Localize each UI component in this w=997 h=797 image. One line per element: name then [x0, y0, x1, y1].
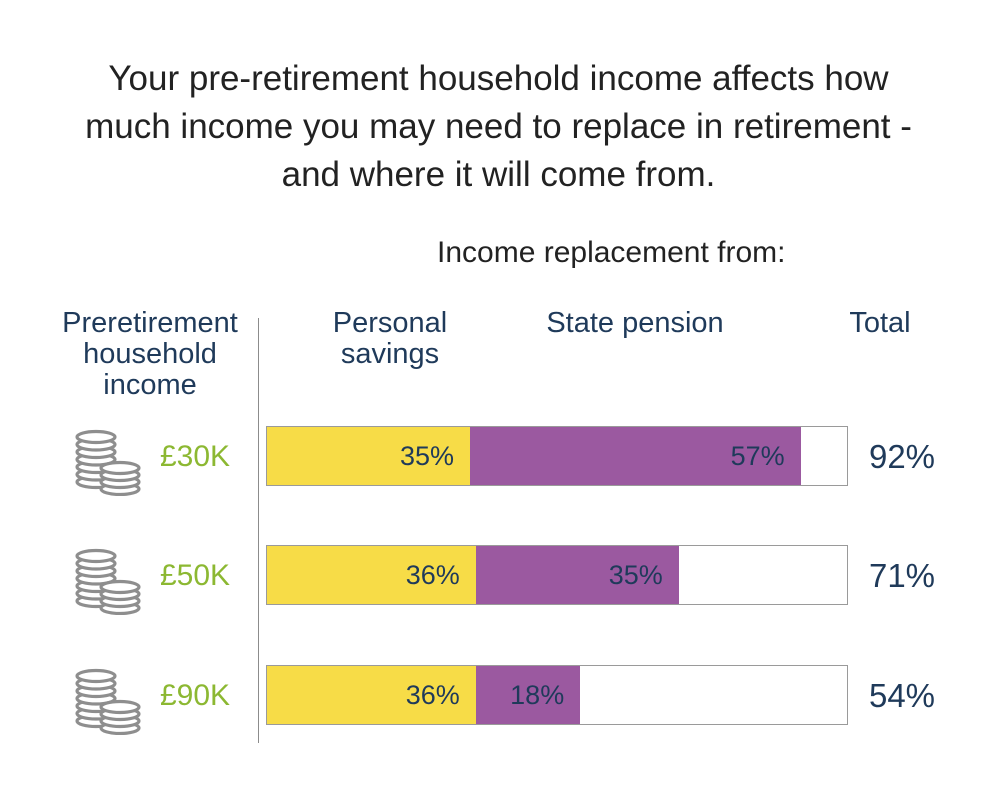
total-value: 71%: [868, 557, 936, 594]
income-row: £30K 35% 57% 92%: [0, 426, 997, 496]
state-pension-segment: [475, 546, 679, 604]
total-header: Total: [830, 308, 930, 339]
headline-line-1: Your pre-retirement household income aff…: [108, 59, 889, 98]
personal-savings-segment: [267, 666, 476, 724]
personal-savings-header: Personal savings: [300, 308, 480, 370]
preretirement-income-header: Preretirement household income: [40, 308, 260, 401]
income-level-label: £90K: [159, 679, 231, 712]
income-level-label: £50K: [159, 559, 231, 592]
headline-line-2: much income you may need to replace in r…: [85, 107, 912, 146]
headline-line-3: and where it will come from.: [281, 155, 716, 194]
header-line: Personal: [332, 307, 448, 339]
header-line: savings: [340, 338, 440, 370]
segment-value-label: 36%: [405, 680, 460, 710]
total-value: 92%: [868, 438, 936, 475]
state-pension-segment: [470, 427, 801, 485]
total-value: 54%: [868, 677, 936, 714]
stacked-bar: 36% 18%: [266, 665, 848, 725]
personal-savings-segment: [267, 427, 470, 485]
stacked-bar: 36% 35%: [266, 545, 848, 605]
stacked-bar: 35% 57%: [266, 426, 848, 486]
income-row: £50K 36% 35% 71%: [0, 545, 997, 615]
segment-value-label: 36%: [405, 560, 460, 590]
header-line: State pension: [546, 307, 724, 339]
personal-savings-segment: [267, 546, 476, 604]
header-line: Total: [849, 307, 911, 339]
segment-value-label: 35%: [399, 441, 454, 471]
header-line: income: [103, 369, 197, 401]
header-line: Preretirement: [62, 307, 238, 339]
segment-value-label: 18%: [510, 680, 565, 710]
header-line: household: [83, 338, 217, 370]
coin-stack-icon: [75, 668, 141, 735]
income-row: £90K 36% 18% 54%: [0, 665, 997, 735]
coin-stack-icon: [75, 429, 141, 496]
column-divider: [258, 318, 259, 743]
state-pension-header: State pension: [520, 308, 750, 339]
headline: Your pre-retirement household income aff…: [40, 55, 957, 199]
income-replacement-subhead: Income replacement from:: [437, 236, 786, 269]
segment-value-label: 57%: [730, 441, 785, 471]
income-level-label: £30K: [159, 440, 231, 473]
state-pension-segment: [475, 666, 581, 724]
segment-value-label: 35%: [608, 560, 663, 590]
coin-stack-icon: [75, 548, 141, 615]
